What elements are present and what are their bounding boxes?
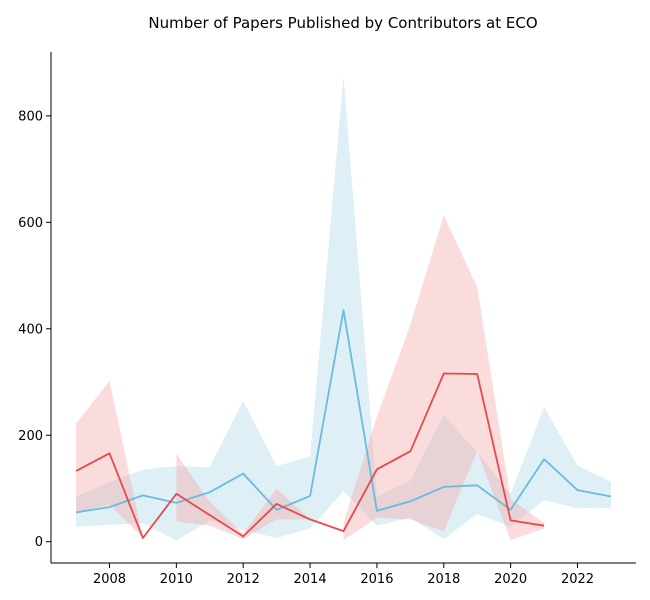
series-lines bbox=[75, 309, 612, 539]
y-tick-label: 0 bbox=[35, 535, 43, 550]
series-1-band-1 bbox=[76, 76, 611, 541]
series-2-band-3 bbox=[343, 215, 545, 541]
chart-title: Number of Papers Published by Contributo… bbox=[148, 14, 537, 32]
x-tick-label: 2022 bbox=[561, 572, 594, 587]
y-tick-label: 200 bbox=[18, 429, 43, 444]
series-1-line bbox=[75, 309, 612, 514]
series-2-line bbox=[75, 372, 545, 539]
y-tick-label: 600 bbox=[18, 216, 43, 231]
series-2-band-2 bbox=[176, 453, 311, 539]
confidence-bands bbox=[76, 76, 611, 541]
x-tick-label: 2020 bbox=[494, 572, 527, 587]
y-tick-label: 400 bbox=[18, 322, 43, 337]
x-tick-label: 2016 bbox=[360, 572, 393, 587]
x-tick-label: 2008 bbox=[93, 572, 126, 587]
series-2-band-1 bbox=[76, 381, 143, 538]
x-tick-label: 2010 bbox=[160, 572, 193, 587]
x-tick-label: 2018 bbox=[427, 572, 460, 587]
axes: 2008 2010 2012 2014 2016 2018 2020 2022 0 200 400 6… bbox=[18, 52, 636, 587]
x-tick-label: 2014 bbox=[294, 572, 327, 587]
y-tick-label: 800 bbox=[18, 109, 43, 124]
x-tick-label: 2012 bbox=[227, 572, 260, 587]
